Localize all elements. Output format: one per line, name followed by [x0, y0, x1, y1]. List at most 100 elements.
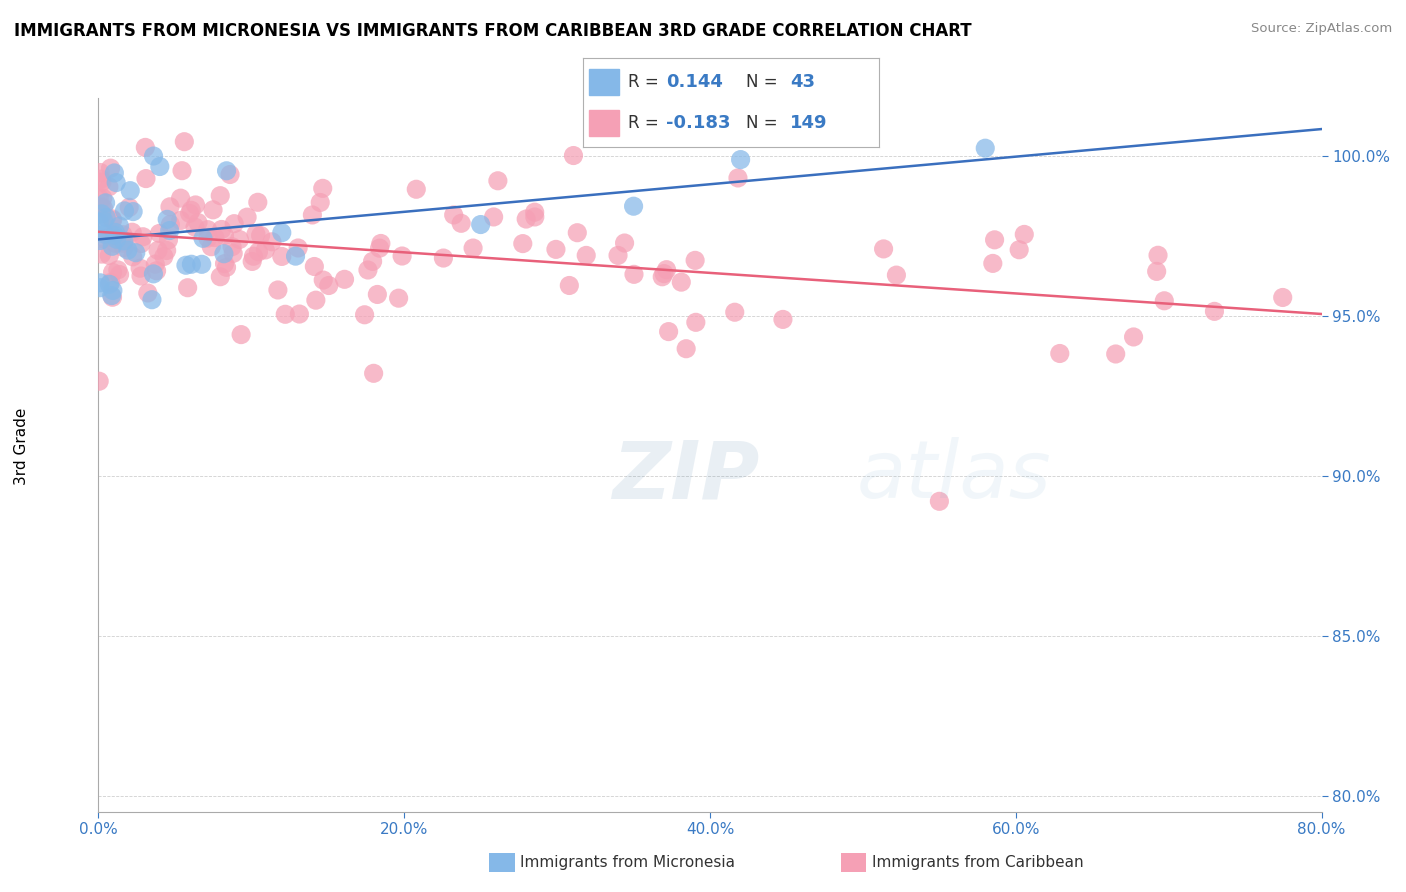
Text: ZIP: ZIP: [612, 437, 759, 516]
Point: [112, 241, 135, 255]
Point: [607, 248, 630, 262]
Point: [772, 312, 794, 326]
Text: Immigrants from Caribbean: Immigrants from Caribbean: [872, 855, 1084, 870]
Point: [90, 207, 112, 221]
Point: [98, 248, 121, 262]
Point: [981, 256, 1004, 270]
Point: [214, 257, 236, 271]
Point: [567, 226, 589, 240]
Point: [146, 244, 169, 258]
Point: [209, 188, 232, 202]
Point: [224, 217, 246, 231]
Point: [117, 243, 139, 257]
Point: [274, 307, 297, 321]
Point: [1014, 227, 1036, 242]
Point: [105, 176, 128, 190]
Text: Immigrants from Micronesia: Immigrants from Micronesia: [520, 855, 735, 870]
Point: [89, 234, 111, 248]
Point: [304, 260, 326, 274]
Point: [96, 211, 118, 225]
Point: [229, 327, 252, 342]
Point: [353, 308, 375, 322]
Point: [197, 222, 219, 236]
Point: [1146, 264, 1168, 278]
Point: [159, 218, 181, 232]
Point: [156, 244, 179, 258]
Point: [121, 225, 143, 239]
Point: [613, 235, 636, 250]
Point: [180, 257, 202, 271]
Point: [240, 254, 263, 268]
Point: [247, 244, 270, 259]
Point: [98, 230, 121, 244]
Point: [184, 198, 207, 212]
Text: IMMIGRANTS FROM MICRONESIA VS IMMIGRANTS FROM CARIBBEAN 3RD GRADE CORRELATION CH: IMMIGRANTS FROM MICRONESIA VS IMMIGRANTS…: [14, 22, 972, 40]
Point: [260, 235, 283, 249]
Point: [730, 153, 752, 167]
Bar: [589, 110, 619, 136]
Point: [671, 275, 693, 289]
Point: [170, 213, 193, 227]
Point: [309, 195, 332, 210]
Point: [90, 172, 112, 186]
Point: [370, 236, 392, 251]
Point: [156, 212, 179, 227]
Point: [928, 494, 950, 508]
Point: [101, 290, 124, 304]
Point: [100, 288, 122, 302]
Point: [215, 260, 238, 275]
Point: [544, 243, 567, 257]
Point: [333, 272, 356, 286]
Bar: [589, 69, 619, 95]
Text: N =: N =: [747, 114, 783, 132]
Point: [141, 293, 163, 307]
Point: [886, 268, 908, 282]
Point: [575, 248, 598, 262]
Point: [512, 236, 534, 251]
Text: Source: ZipAtlas.com: Source: ZipAtlas.com: [1251, 22, 1392, 36]
Point: [174, 258, 197, 272]
Point: [246, 195, 269, 210]
Point: [461, 241, 484, 255]
Point: [90, 175, 112, 189]
Point: [872, 242, 894, 256]
Point: [129, 268, 152, 283]
Point: [187, 215, 209, 229]
Point: [104, 226, 127, 240]
Point: [558, 278, 581, 293]
Point: [135, 171, 157, 186]
Point: [129, 261, 152, 276]
Point: [180, 203, 202, 218]
Point: [91, 191, 114, 205]
Point: [1049, 346, 1071, 360]
Point: [486, 174, 509, 188]
Point: [363, 367, 385, 381]
Point: [242, 249, 264, 263]
Point: [301, 208, 323, 222]
Point: [89, 165, 111, 179]
Point: [97, 179, 120, 194]
Point: [623, 268, 645, 282]
Point: [391, 249, 413, 263]
Point: [179, 206, 201, 220]
Text: 3rd Grade: 3rd Grade: [14, 408, 28, 484]
Point: [209, 269, 232, 284]
Point: [176, 281, 198, 295]
Point: [121, 250, 143, 264]
Point: [112, 234, 135, 248]
Point: [450, 216, 472, 230]
Point: [655, 262, 678, 277]
Point: [318, 278, 340, 293]
Point: [287, 241, 309, 255]
Point: [652, 267, 675, 281]
Point: [683, 253, 706, 268]
Point: [159, 200, 181, 214]
Point: [200, 240, 222, 254]
Point: [305, 293, 328, 308]
Text: R =: R =: [627, 114, 664, 132]
Point: [1147, 248, 1170, 262]
Point: [443, 208, 465, 222]
Point: [120, 184, 142, 198]
Point: [482, 210, 505, 224]
Point: [105, 232, 128, 246]
